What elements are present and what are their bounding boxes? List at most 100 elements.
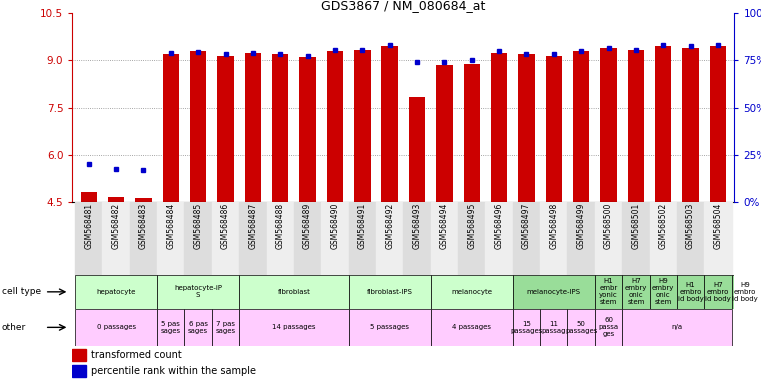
Bar bbox=[163, 54, 179, 202]
Bar bbox=[266, 202, 294, 275]
Bar bbox=[710, 46, 726, 202]
Bar bbox=[655, 46, 671, 202]
Bar bbox=[463, 64, 480, 202]
Bar bbox=[568, 309, 595, 346]
Bar bbox=[573, 51, 589, 202]
Text: n/a: n/a bbox=[671, 324, 683, 330]
Bar bbox=[622, 275, 650, 309]
Bar bbox=[81, 192, 97, 202]
Bar bbox=[683, 48, 699, 202]
Bar bbox=[349, 275, 431, 309]
Bar bbox=[436, 65, 453, 202]
Text: fibroblast-IPS: fibroblast-IPS bbox=[367, 289, 412, 295]
Bar bbox=[75, 202, 103, 275]
Text: 15
passages: 15 passages bbox=[511, 321, 543, 334]
Text: 14 passages: 14 passages bbox=[272, 324, 316, 330]
Bar bbox=[546, 56, 562, 202]
Bar bbox=[212, 309, 239, 346]
Text: 4 passages: 4 passages bbox=[452, 324, 492, 330]
Text: GSM568504: GSM568504 bbox=[714, 203, 722, 250]
Bar bbox=[540, 202, 568, 275]
Bar bbox=[299, 57, 316, 202]
Text: melanocyte-IPS: melanocyte-IPS bbox=[527, 289, 581, 295]
Bar bbox=[513, 275, 595, 309]
Bar bbox=[244, 53, 261, 202]
Text: 50
passages: 50 passages bbox=[565, 321, 597, 334]
Text: GSM568489: GSM568489 bbox=[303, 203, 312, 249]
Bar bbox=[486, 202, 513, 275]
Bar bbox=[157, 275, 239, 309]
Bar bbox=[431, 202, 458, 275]
Text: GSM568498: GSM568498 bbox=[549, 203, 559, 249]
Bar bbox=[349, 202, 376, 275]
Text: GSM568493: GSM568493 bbox=[412, 203, 422, 250]
Bar bbox=[72, 349, 85, 361]
Bar bbox=[513, 309, 540, 346]
Text: GSM568502: GSM568502 bbox=[659, 203, 667, 249]
Text: 6 pas
sages: 6 pas sages bbox=[188, 321, 209, 334]
Text: GSM568494: GSM568494 bbox=[440, 203, 449, 250]
Bar bbox=[704, 275, 731, 309]
Bar bbox=[157, 202, 184, 275]
Text: GSM568484: GSM568484 bbox=[167, 203, 175, 249]
Text: GSM568485: GSM568485 bbox=[193, 203, 202, 249]
Bar bbox=[321, 202, 349, 275]
Bar bbox=[218, 56, 234, 202]
Text: 0 passages: 0 passages bbox=[97, 324, 135, 330]
Text: 7 pas
sages: 7 pas sages bbox=[215, 321, 236, 334]
Text: 11
passag: 11 passag bbox=[542, 321, 566, 334]
Bar bbox=[326, 51, 343, 202]
Text: H1
embr
yonic
stem: H1 embr yonic stem bbox=[599, 278, 618, 305]
Bar bbox=[491, 53, 508, 202]
Bar bbox=[650, 202, 677, 275]
Bar bbox=[568, 202, 595, 275]
Bar bbox=[677, 275, 704, 309]
Text: H1
embro
id body: H1 embro id body bbox=[678, 282, 703, 302]
Bar bbox=[212, 202, 239, 275]
Text: GSM568486: GSM568486 bbox=[221, 203, 230, 249]
Title: GDS3867 / NM_080684_at: GDS3867 / NM_080684_at bbox=[321, 0, 486, 12]
Bar bbox=[403, 202, 431, 275]
Text: GSM568497: GSM568497 bbox=[522, 203, 531, 250]
Text: hepatocyte-iP
S: hepatocyte-iP S bbox=[174, 285, 222, 298]
Bar bbox=[129, 202, 157, 275]
Bar bbox=[622, 309, 731, 346]
Bar bbox=[272, 54, 288, 202]
Bar bbox=[157, 309, 184, 346]
Bar bbox=[595, 202, 622, 275]
Text: GSM568488: GSM568488 bbox=[275, 203, 285, 249]
Bar bbox=[184, 202, 212, 275]
Text: percentile rank within the sample: percentile rank within the sample bbox=[91, 366, 256, 376]
Bar bbox=[540, 309, 568, 346]
Text: other: other bbox=[2, 323, 26, 332]
Bar bbox=[103, 202, 129, 275]
Bar bbox=[731, 275, 759, 309]
Bar bbox=[75, 309, 157, 346]
Text: H9
embry
onic
stem: H9 embry onic stem bbox=[652, 278, 674, 305]
Text: GSM568496: GSM568496 bbox=[495, 203, 504, 250]
Bar bbox=[628, 50, 644, 202]
Text: GSM568483: GSM568483 bbox=[139, 203, 148, 249]
Bar bbox=[239, 275, 349, 309]
Text: cell type: cell type bbox=[2, 287, 40, 296]
Bar bbox=[622, 202, 650, 275]
Bar bbox=[650, 275, 677, 309]
Text: GSM568500: GSM568500 bbox=[604, 203, 613, 250]
Text: hepatocyte: hepatocyte bbox=[97, 289, 135, 295]
Bar bbox=[458, 202, 486, 275]
Bar bbox=[431, 309, 513, 346]
Text: GSM568503: GSM568503 bbox=[686, 203, 695, 250]
Text: GSM568482: GSM568482 bbox=[112, 203, 120, 249]
Bar bbox=[349, 309, 431, 346]
Bar bbox=[431, 275, 513, 309]
Bar bbox=[239, 202, 266, 275]
Bar bbox=[75, 275, 157, 309]
Text: melanocyte: melanocyte bbox=[451, 289, 492, 295]
Text: 5 pas
sages: 5 pas sages bbox=[161, 321, 181, 334]
Text: GSM568490: GSM568490 bbox=[330, 203, 339, 250]
Bar bbox=[600, 48, 616, 202]
Text: GSM568492: GSM568492 bbox=[385, 203, 394, 249]
Bar bbox=[518, 54, 535, 202]
Bar bbox=[513, 202, 540, 275]
Bar bbox=[184, 309, 212, 346]
